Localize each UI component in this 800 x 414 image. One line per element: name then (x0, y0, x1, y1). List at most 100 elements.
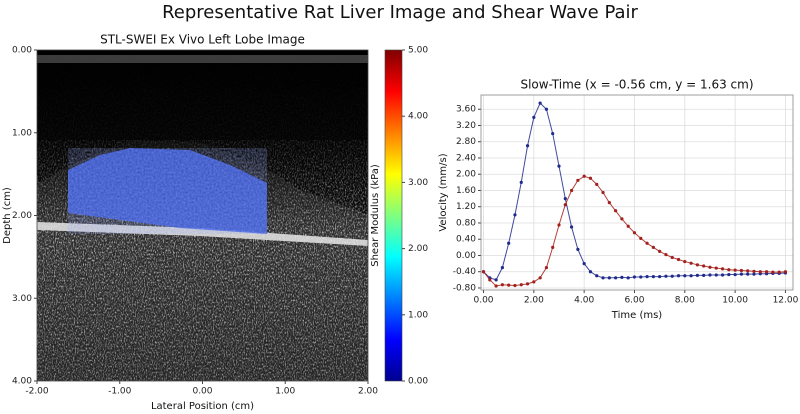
chart-title: Slow-Time (x = -0.56 cm, y = 1.63 cm) (520, 78, 753, 92)
data-point (632, 231, 637, 235)
data-point (670, 274, 674, 278)
colorbar-tick-label: 2.00 (408, 244, 428, 254)
data-point (569, 225, 574, 229)
colorbar-tick-label: 4.00 (408, 112, 428, 122)
data-point (626, 224, 630, 228)
x-tick-label: 1.00 (275, 387, 295, 397)
data-point (532, 115, 536, 119)
data-point (783, 270, 788, 274)
data-point (752, 272, 756, 276)
data-point (658, 249, 662, 254)
data-point (777, 270, 781, 274)
data-point (563, 196, 567, 201)
data-point (500, 266, 504, 270)
data-point (513, 213, 517, 217)
data-point (538, 276, 542, 280)
data-point (620, 275, 624, 280)
colorbar-label: Shear Modulus (kPa) (370, 164, 381, 267)
data-point (683, 274, 687, 278)
y-tick-label: 1.60 (456, 186, 476, 196)
data-point (557, 223, 561, 227)
data-point (576, 178, 580, 182)
data-point (525, 282, 530, 286)
y-tick-label: -0.40 (453, 267, 477, 277)
data-point (601, 190, 605, 195)
data-point (664, 274, 668, 278)
data-point (544, 107, 549, 111)
data-point (651, 274, 655, 279)
data-point (620, 217, 624, 221)
data-point (563, 203, 567, 207)
data-point (733, 268, 737, 272)
data-point (481, 270, 486, 274)
y-tick-label: 3.60 (456, 105, 476, 115)
ultrasound-image (37, 50, 368, 381)
data-point (588, 176, 593, 180)
colorbar-tick-label: 1.00 (408, 310, 428, 320)
data-point (557, 164, 561, 168)
data-point (595, 274, 599, 278)
plot-frame (480, 94, 794, 291)
y-tick-label: 1.20 (456, 202, 476, 212)
data-point (632, 275, 637, 279)
data-point (720, 273, 725, 277)
data-point (582, 174, 586, 178)
data-point (664, 253, 668, 257)
data-point (695, 273, 699, 277)
y-tick-label: 4.00 (12, 377, 32, 387)
data-point (764, 270, 769, 274)
data-point (727, 272, 731, 277)
data-point (739, 272, 744, 276)
data-point (614, 276, 618, 280)
data-point (714, 273, 718, 277)
data-point (695, 263, 699, 267)
data-point (614, 209, 618, 213)
data-point (494, 278, 498, 282)
data-point (758, 270, 762, 274)
data-point (588, 270, 593, 274)
y-tick-label: 2.00 (456, 170, 476, 180)
data-point (488, 278, 492, 282)
x-tick-label: 0.00 (192, 387, 212, 397)
y-tick-label: -0.80 (453, 283, 477, 293)
data-point (670, 255, 674, 260)
data-point (576, 247, 580, 251)
y-tick-label: 3.20 (456, 121, 476, 131)
data-point (500, 283, 504, 287)
data-point (639, 275, 643, 279)
data-point (582, 261, 586, 266)
y-tick-label: 0.00 (456, 251, 476, 261)
data-point (676, 257, 681, 262)
data-point (708, 273, 712, 277)
data-point (494, 284, 498, 288)
data-point (702, 273, 706, 277)
data-point (714, 266, 718, 270)
data-point (733, 272, 737, 277)
data-point (513, 283, 517, 288)
data-point (658, 274, 662, 279)
data-point (507, 283, 511, 287)
data-point (595, 182, 599, 186)
x-axis-label: Lateral Position (cm) (151, 401, 254, 412)
x-tick-label: -1.00 (108, 387, 132, 397)
x-tick-label: 4.00 (574, 296, 594, 306)
x-axis-label: Time (ms) (611, 310, 663, 321)
x-tick-label: 2.00 (524, 296, 544, 306)
y-tick-label: 2.80 (456, 137, 476, 147)
data-point (532, 280, 536, 284)
data-point (525, 144, 530, 148)
data-point (607, 276, 611, 280)
x-tick-label: 6.00 (624, 296, 644, 306)
data-point (519, 180, 523, 184)
data-point (683, 259, 687, 264)
y-tick-label: 1.00 (12, 128, 32, 138)
data-point (720, 267, 725, 271)
data-point (676, 274, 681, 278)
data-point (746, 272, 750, 276)
data-point (639, 236, 643, 241)
data-point (689, 274, 693, 278)
x-tick-label: 8.00 (675, 296, 695, 306)
y-tick-label: 0.80 (456, 218, 476, 228)
